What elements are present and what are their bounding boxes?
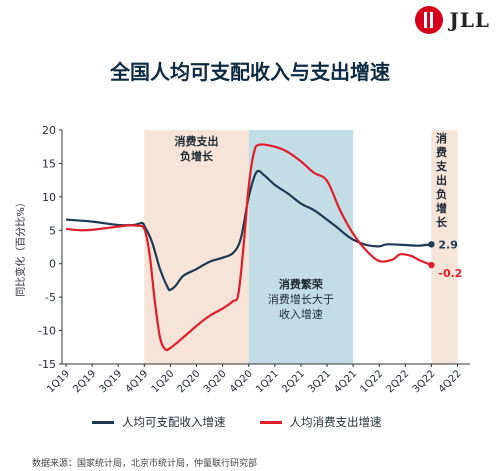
- x-tick-label: 3Q22: [411, 368, 438, 395]
- legend: 人均可支配收入增速 人均消费支出增速: [92, 414, 382, 430]
- series-end-point-1: [428, 261, 435, 269]
- region-label-2-char: 费: [436, 145, 447, 159]
- legend-swatch-income: [92, 420, 114, 424]
- shaded-region-1: [248, 130, 354, 364]
- series-end-label-1: -0.2: [438, 267, 462, 280]
- region-label-0a: 消费支出: [175, 134, 219, 148]
- y-tick-label: -15: [38, 358, 56, 371]
- x-tick-label: 1Q19: [45, 368, 72, 395]
- logo-text: JLL: [449, 8, 490, 32]
- x-tick-label: 3Q21: [306, 368, 333, 395]
- region-label-2-char: 负: [436, 187, 447, 201]
- chart-title: 全国人均可支配收入与支出增速: [110, 60, 390, 84]
- region-label-2-char: 出: [436, 173, 447, 187]
- y-tick-label: 15: [42, 157, 56, 170]
- y-axis-label: 同比变化（百分比%）: [14, 197, 27, 297]
- legend-label-spending: 人均消费支出增速: [289, 415, 382, 429]
- legend-item-income: 人均可支配收入增速: [92, 414, 226, 430]
- region-label-2-char: 增: [436, 201, 447, 215]
- data-source: 数据来源：国家统计局，北京市统计局，仲量联行研究部: [32, 459, 258, 469]
- x-tick-label: 1Q21: [254, 368, 281, 395]
- jll-logo: JLL: [415, 6, 490, 34]
- region-label-1-title: 消费繁荣: [279, 277, 324, 291]
- y-tick-label: 5: [49, 224, 56, 237]
- x-tick-label: 1Q22: [358, 368, 385, 395]
- x-tick-label: 3Q20: [202, 368, 229, 395]
- x-tick-label: 2Q20: [176, 368, 203, 395]
- x-tick-label: 2Q19: [71, 368, 98, 395]
- region-label-1-sub-a: 消费增长大于: [268, 292, 334, 306]
- series-end-point-0: [428, 241, 435, 248]
- x-tick-label: 2Q21: [280, 368, 307, 395]
- shaded-region-0: [144, 130, 249, 364]
- y-tick-label: -10: [38, 325, 56, 338]
- jll-logo-icon: [415, 6, 444, 34]
- x-tick-label: 1Q20: [150, 368, 177, 395]
- y-tick-label: -5: [45, 291, 56, 304]
- legend-swatch-spending: [259, 420, 282, 424]
- x-tick-label: 2Q22: [385, 368, 412, 395]
- y-tick-label: 20: [42, 124, 56, 137]
- region-label-2-char: 消: [436, 131, 447, 145]
- legend-label-income: 人均可支配收入增速: [122, 415, 226, 429]
- y-tick-label: 10: [42, 191, 56, 204]
- x-tick-label: 3Q19: [97, 368, 124, 395]
- region-label-1-sub-b: 收入增速: [279, 307, 323, 321]
- x-tick-label: 4Q22: [437, 368, 464, 395]
- region-label-0b: 负增长: [180, 149, 214, 163]
- region-label-2-char: 长: [436, 215, 448, 229]
- x-tick-label: 4Q21: [332, 368, 359, 395]
- shaded-region-2: [431, 130, 458, 364]
- series-end-label-0: 2.9: [438, 238, 458, 251]
- x-tick-label: 4Q20: [228, 368, 255, 395]
- series-line-1: [65, 143, 432, 352]
- y-tick-label: 0: [49, 258, 56, 271]
- region-label-2-char: 支: [435, 159, 448, 173]
- legend-item-spending: 人均消费支出增速: [259, 414, 382, 430]
- x-tick-label: 4Q19: [124, 368, 151, 395]
